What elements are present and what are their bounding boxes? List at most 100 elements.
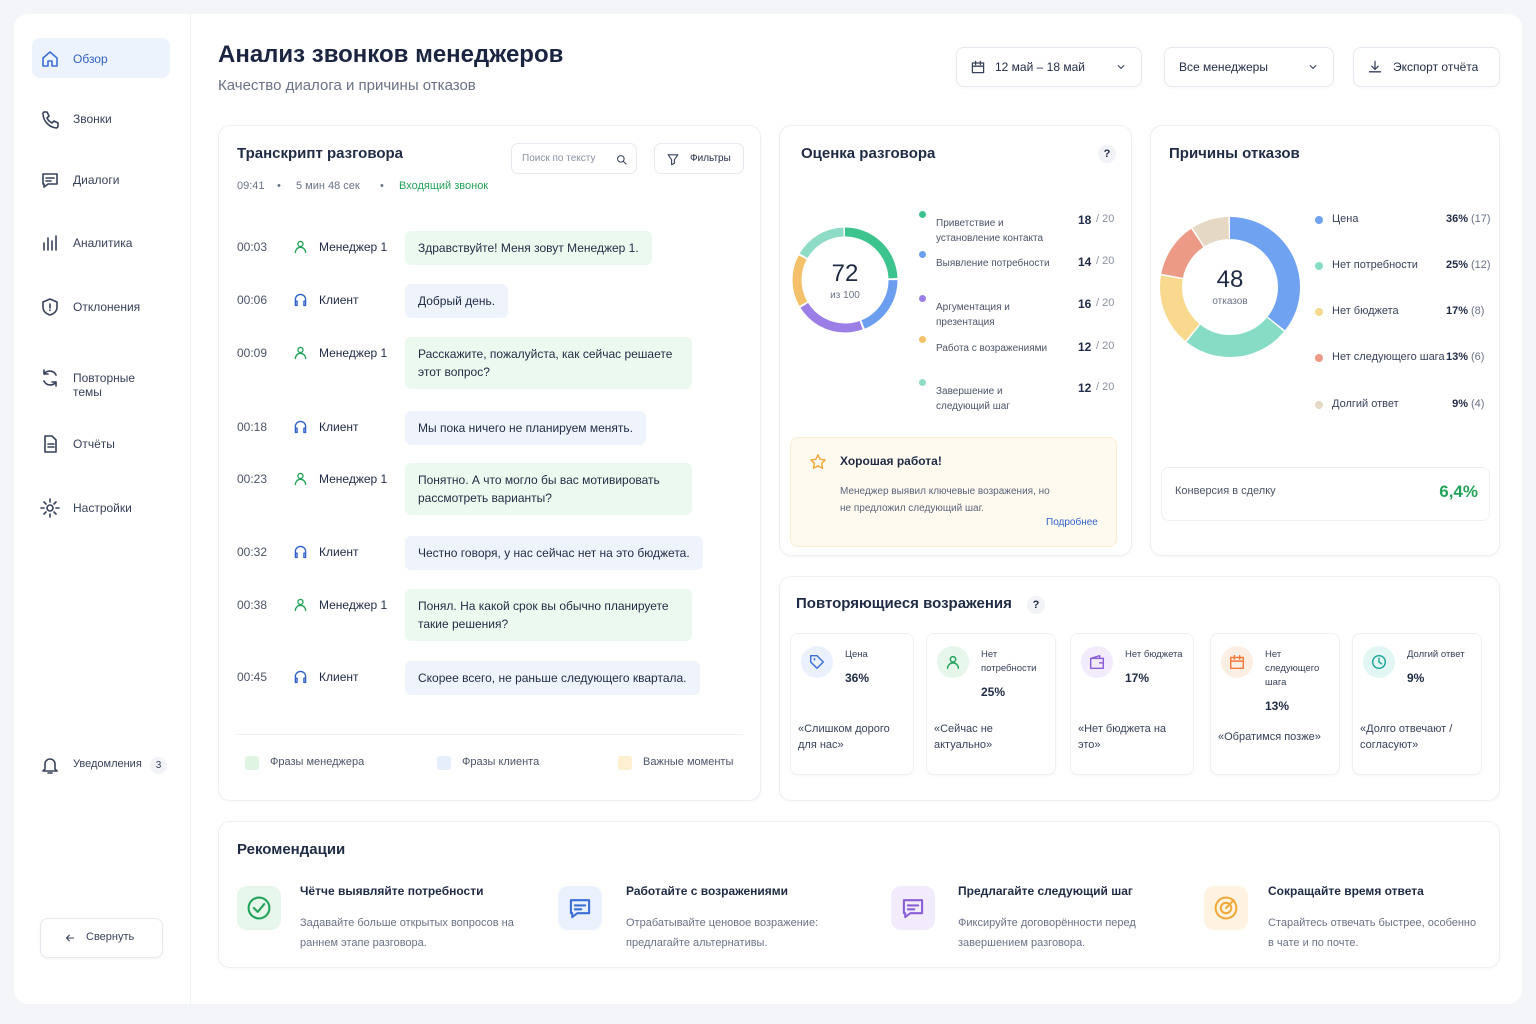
- objection-card: [790, 633, 914, 775]
- speaker-icon: [294, 420, 306, 433]
- nav-icon: [42, 51, 58, 67]
- recommendation-icon: [1214, 896, 1238, 920]
- collapse-button[interactable]: [40, 918, 163, 958]
- sidebar: [14, 14, 191, 1004]
- speaker-icon-shape: [294, 240, 306, 253]
- recommendation-icon: [247, 896, 271, 920]
- transcript-title: Транскрипт разговора: [237, 145, 404, 162]
- message-speaker: Клиент: [319, 419, 359, 434]
- reason-percent: 9%: [1452, 398, 1468, 411]
- message-speaker: Клиент: [319, 544, 359, 559]
- nav-active-bg[interactable]: [32, 38, 170, 78]
- nav-item[interactable]: Обзор: [73, 51, 108, 66]
- manager-select[interactable]: [1164, 47, 1334, 87]
- star-icon-shape: [810, 454, 826, 470]
- praise-title: Хорошая работа!: [840, 453, 942, 468]
- nav-item[interactable]: Звонки: [73, 111, 112, 126]
- nav-icon-shape: [44, 435, 57, 453]
- chevron-icon-shape: [1117, 65, 1125, 69]
- objection-name: Цена: [845, 649, 868, 660]
- objections-title: Повторяющиеся возражения: [796, 595, 1012, 612]
- speaker-icon-shape: [294, 293, 306, 306]
- calendar-icon: [971, 60, 985, 74]
- recommendation-title: Сокращайте время ответа: [1268, 883, 1424, 898]
- date-range: 12 май – 18 май: [995, 59, 1085, 74]
- nav-icon: [44, 435, 57, 453]
- score-segment: [792, 227, 898, 333]
- message-bubble: Честно говоря, у нас сейчас нет на это б…: [405, 536, 703, 570]
- conversion-box: [1161, 467, 1490, 521]
- objection-value: 36%: [845, 671, 870, 685]
- reason-name: Цена: [1332, 213, 1359, 226]
- nav-icon: [42, 173, 58, 188]
- recommendation-icon-bg: [891, 886, 935, 930]
- objection-quote: «Нет бюджета на это»: [1078, 723, 1167, 751]
- recommendations-card: [218, 821, 1500, 968]
- message-time: 00:23: [237, 471, 268, 486]
- notifications-label[interactable]: Уведомления: [73, 758, 142, 771]
- reason-dot: [1315, 401, 1323, 409]
- criterion-name: Аргументация и презентация: [936, 302, 1010, 328]
- nav-icon: [40, 498, 60, 518]
- recommendation-title: Работайте с возражениями: [626, 883, 789, 898]
- objection-text: Нет бюджета 17%: [1125, 648, 1187, 686]
- speaker-icon-shape: [294, 346, 306, 359]
- objection-card: [1070, 633, 1194, 775]
- message-bubble: Добрый день.: [405, 284, 509, 318]
- help-badge: ?: [1027, 596, 1045, 614]
- date-picker[interactable]: [956, 47, 1142, 87]
- criterion-max: / 20: [1096, 255, 1115, 268]
- nav-item[interactable]: Отклонения: [73, 299, 141, 314]
- recommendation-icon-bg: [558, 886, 602, 930]
- recommendation-title: Чётче выявляйте потребности: [300, 883, 484, 898]
- recommendation-icon: [569, 899, 591, 919]
- nav-item[interactable]: Настройки: [73, 500, 132, 515]
- nav-item[interactable]: Повторные темы: [73, 370, 136, 400]
- reason-name: Долгий ответ: [1332, 398, 1399, 411]
- message-bubble: Понятно. А что могло бы вас мотивировать…: [405, 463, 692, 515]
- search-input[interactable]: [511, 143, 637, 174]
- message-time: 00:09: [237, 345, 268, 360]
- objection-quote: «Сейчас не актуально»: [934, 723, 993, 751]
- objection-icon: [809, 654, 825, 670]
- help-badge: ?: [1098, 145, 1116, 163]
- recommendation-icon-shape: [902, 899, 924, 919]
- praise-link[interactable]: Подробнее: [1046, 517, 1098, 528]
- message-time: 00:38: [237, 597, 268, 612]
- arrow-icon-shape: [65, 934, 75, 942]
- recommendation-icon-shape: [1214, 896, 1238, 920]
- manager-select-label: Все менеджеры: [1179, 59, 1268, 74]
- export-button[interactable]: [1353, 47, 1500, 87]
- chevron-icon-shape: [1309, 65, 1317, 69]
- bell-icon-shape: [42, 758, 58, 774]
- call-type: Входящий звонок: [399, 180, 489, 193]
- search-icon-shape: [616, 154, 627, 165]
- legend-swatch: [618, 756, 632, 770]
- search-placeholder: Поиск по тексту: [522, 153, 596, 164]
- criterion-dot: [919, 295, 926, 302]
- criterion-max: / 20: [1096, 340, 1115, 353]
- calendar-icon-shape: [971, 60, 985, 74]
- objection-card: [1352, 633, 1482, 775]
- speaker-icon: [294, 472, 306, 485]
- reason-dot: [1315, 216, 1323, 224]
- reason-count: (8): [1471, 305, 1485, 318]
- export-label: Экспорт отчёта: [1393, 59, 1479, 74]
- nav-item[interactable]: Диалоги: [73, 172, 120, 187]
- objection-icon-shape: [809, 654, 825, 670]
- criterion-score: 14: [1078, 254, 1092, 269]
- criterion-name: Завершение и следующий шаг: [936, 386, 1010, 412]
- filters-button[interactable]: [654, 143, 744, 174]
- objection-value: 25%: [981, 685, 1006, 699]
- criterion-max: / 20: [1096, 381, 1115, 394]
- reason-segment: [1160, 217, 1300, 357]
- nav-item[interactable]: Отчёты: [73, 436, 115, 451]
- legend-label: Фразы менеджера: [270, 756, 365, 769]
- nav-icon: [43, 235, 57, 251]
- score-title: Оценка разговора: [801, 145, 936, 162]
- recommendation-text: Отрабатывайте ценовое возражение: предла…: [626, 917, 819, 950]
- criterion-dot: [919, 336, 926, 343]
- nav-item[interactable]: Аналитика: [73, 235, 133, 250]
- recommendation-icon: [902, 899, 924, 919]
- score-total-label: из 100: [830, 290, 860, 301]
